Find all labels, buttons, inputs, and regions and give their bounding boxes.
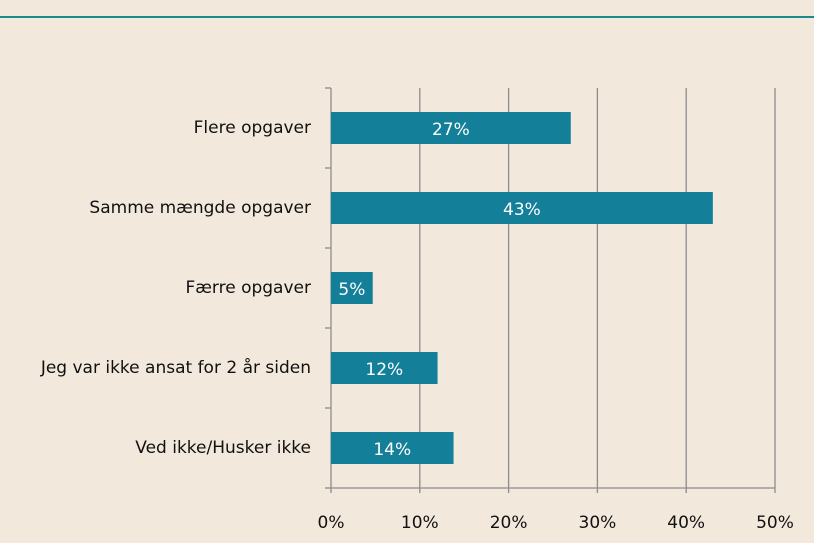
x-tick-label: 0% <box>318 513 345 533</box>
y-tick-label: Færre opgaver <box>185 278 311 298</box>
value-label: 5% <box>338 280 365 300</box>
y-tick-label: Jeg var ikke ansat for 2 år siden <box>40 357 311 378</box>
y-tick-label: Ved ikke/Husker ikke <box>135 438 311 458</box>
bar <box>331 352 438 384</box>
x-tick-label: 10% <box>401 513 439 533</box>
bar <box>331 272 373 304</box>
bar <box>331 192 713 224</box>
y-tick-label: Samme mængde opgaver <box>89 198 311 218</box>
value-label: 14% <box>373 440 411 460</box>
x-tick-label: 20% <box>490 513 528 533</box>
x-tick-label: 30% <box>579 513 617 533</box>
value-label: 12% <box>365 360 403 380</box>
bar <box>331 112 571 144</box>
y-tick-label: Flere opgaver <box>194 118 311 138</box>
x-tick-label: 50% <box>756 513 794 533</box>
value-label: 43% <box>503 200 541 220</box>
bar <box>331 432 454 464</box>
value-label: 27% <box>432 120 470 140</box>
x-tick-label: 40% <box>667 513 705 533</box>
